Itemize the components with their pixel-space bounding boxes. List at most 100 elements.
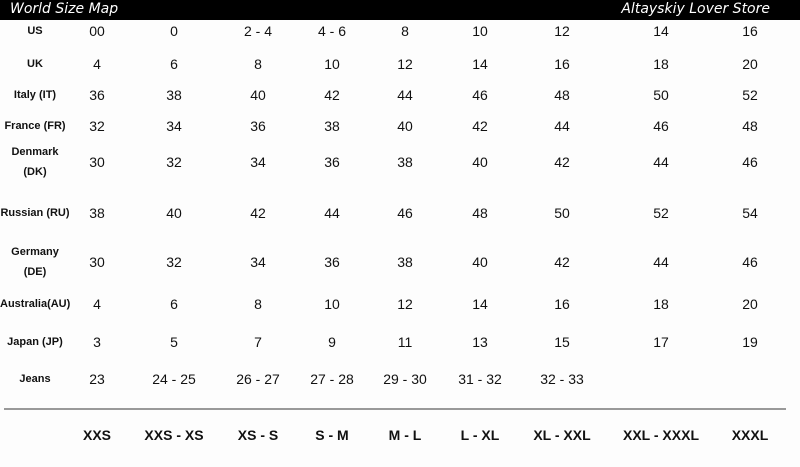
table-cell: 36 xyxy=(250,118,266,134)
size-label: XS - S xyxy=(237,427,279,443)
table-cell: 10 xyxy=(472,23,488,39)
table-cell: 36 xyxy=(324,254,340,270)
table-cell: 44 xyxy=(653,254,669,270)
table-cell: 40 xyxy=(166,205,182,221)
table-cell: 15 xyxy=(554,334,570,350)
size-label: XXL - XXXL xyxy=(623,427,699,443)
table-cell: 12 xyxy=(397,296,413,312)
table-cell: 46 xyxy=(742,154,758,170)
table-cell: 29 - 30 xyxy=(383,371,427,387)
table-cell: 14 xyxy=(653,23,669,39)
table-cell: 30 xyxy=(89,254,105,270)
table-cell: 42 xyxy=(324,87,340,103)
table-cell: 4 - 6 xyxy=(317,23,347,39)
table-cell: 00 xyxy=(89,23,105,39)
row-label: Denmark (DK) xyxy=(11,146,59,178)
size-label: S - M xyxy=(315,427,349,443)
table-cell: 3 xyxy=(93,334,101,350)
table-cell: 38 xyxy=(397,254,413,270)
table-cell: 20 xyxy=(742,296,758,312)
table-cell: 46 xyxy=(472,87,488,103)
table-cell: 40 xyxy=(472,254,488,270)
table-cell: 36 xyxy=(89,87,105,103)
table-cell: 14 xyxy=(472,56,488,72)
table-cell: 8 xyxy=(401,23,409,39)
row-label: Russian (RU) xyxy=(0,207,70,219)
table-cell: 7 xyxy=(254,334,262,350)
row-label: US xyxy=(27,25,43,37)
size-label: XXXL xyxy=(731,427,769,443)
table-cell: 38 xyxy=(324,118,340,134)
table-cell: 52 xyxy=(653,205,669,221)
table-cell: 48 xyxy=(742,118,758,134)
table-cell: 9 xyxy=(328,334,336,350)
table-cell: 38 xyxy=(166,87,182,103)
divider xyxy=(4,408,786,410)
table-cell: 5 xyxy=(170,334,178,350)
table-cell: 48 xyxy=(472,205,488,221)
row-label: Japan (JP) xyxy=(7,336,63,348)
size-label: XL - XXL xyxy=(533,427,591,443)
table-cell: 6 xyxy=(170,296,178,312)
table-cell: 4 xyxy=(93,296,101,312)
row-label: Australia(AU) xyxy=(0,298,71,310)
table-cell: 34 xyxy=(166,118,182,134)
table-cell: 42 xyxy=(554,154,570,170)
table-cell: 20 xyxy=(742,56,758,72)
row-label: Italy (IT) xyxy=(13,89,57,101)
table-cell: 44 xyxy=(554,118,570,134)
table-cell: 50 xyxy=(653,87,669,103)
table-cell: 27 - 28 xyxy=(310,371,354,387)
table-cell: 44 xyxy=(397,87,413,103)
table-cell: 48 xyxy=(554,87,570,103)
table-cell: 19 xyxy=(742,334,758,350)
table-cell: 34 xyxy=(250,154,266,170)
table-cell: 10 xyxy=(324,56,340,72)
table-cell: 31 - 32 xyxy=(458,371,502,387)
table-cell: 52 xyxy=(742,87,758,103)
table-cell: 54 xyxy=(742,205,758,221)
table-cell: 2 - 4 xyxy=(243,23,273,39)
table-cell: 32 - 33 xyxy=(540,371,584,387)
table-cell: 30 xyxy=(89,154,105,170)
table-cell: 38 xyxy=(397,154,413,170)
chart-title: World Size Map xyxy=(10,1,119,17)
table-cell: 46 xyxy=(397,205,413,221)
table-cell: 40 xyxy=(250,87,266,103)
row-label: France (FR) xyxy=(4,120,66,132)
table-cell: 18 xyxy=(653,56,669,72)
table-cell: 32 xyxy=(89,118,105,134)
table-cell: 0 xyxy=(170,23,178,39)
table-cell: 11 xyxy=(397,334,413,350)
table-cell: 4 xyxy=(93,56,101,72)
size-label: M - L xyxy=(388,427,422,443)
table-cell: 16 xyxy=(554,296,570,312)
table-cell: 38 xyxy=(89,205,105,221)
table-cell: 34 xyxy=(250,254,266,270)
table-cell: 26 - 27 xyxy=(236,371,280,387)
table-cell: 46 xyxy=(742,254,758,270)
table-cell: 40 xyxy=(472,154,488,170)
header-bar: World Size Map Altayskiy Lover Store xyxy=(0,0,800,20)
row-label: UK xyxy=(27,58,43,70)
size-label: XXS - XS xyxy=(144,427,204,443)
table-cell: 16 xyxy=(742,23,758,39)
table-cell: 42 xyxy=(554,254,570,270)
table-cell: 24 - 25 xyxy=(152,371,196,387)
table-cell: 6 xyxy=(170,56,178,72)
table-cell: 18 xyxy=(653,296,669,312)
table-cell: 36 xyxy=(324,154,340,170)
table-cell: 32 xyxy=(166,254,182,270)
table-cell: 12 xyxy=(397,56,413,72)
size-label: L - XL xyxy=(460,427,500,443)
row-label: Germany (DE) xyxy=(11,246,59,278)
table-cell: 42 xyxy=(250,205,266,221)
table-cell: 14 xyxy=(472,296,488,312)
table-cell: 42 xyxy=(472,118,488,134)
table-cell: 13 xyxy=(472,334,488,350)
store-name: Altayskiy Lover Store xyxy=(621,1,770,17)
table-cell: 12 xyxy=(554,23,570,39)
table-cell: 8 xyxy=(254,56,262,72)
row-label: Jeans xyxy=(19,373,51,385)
